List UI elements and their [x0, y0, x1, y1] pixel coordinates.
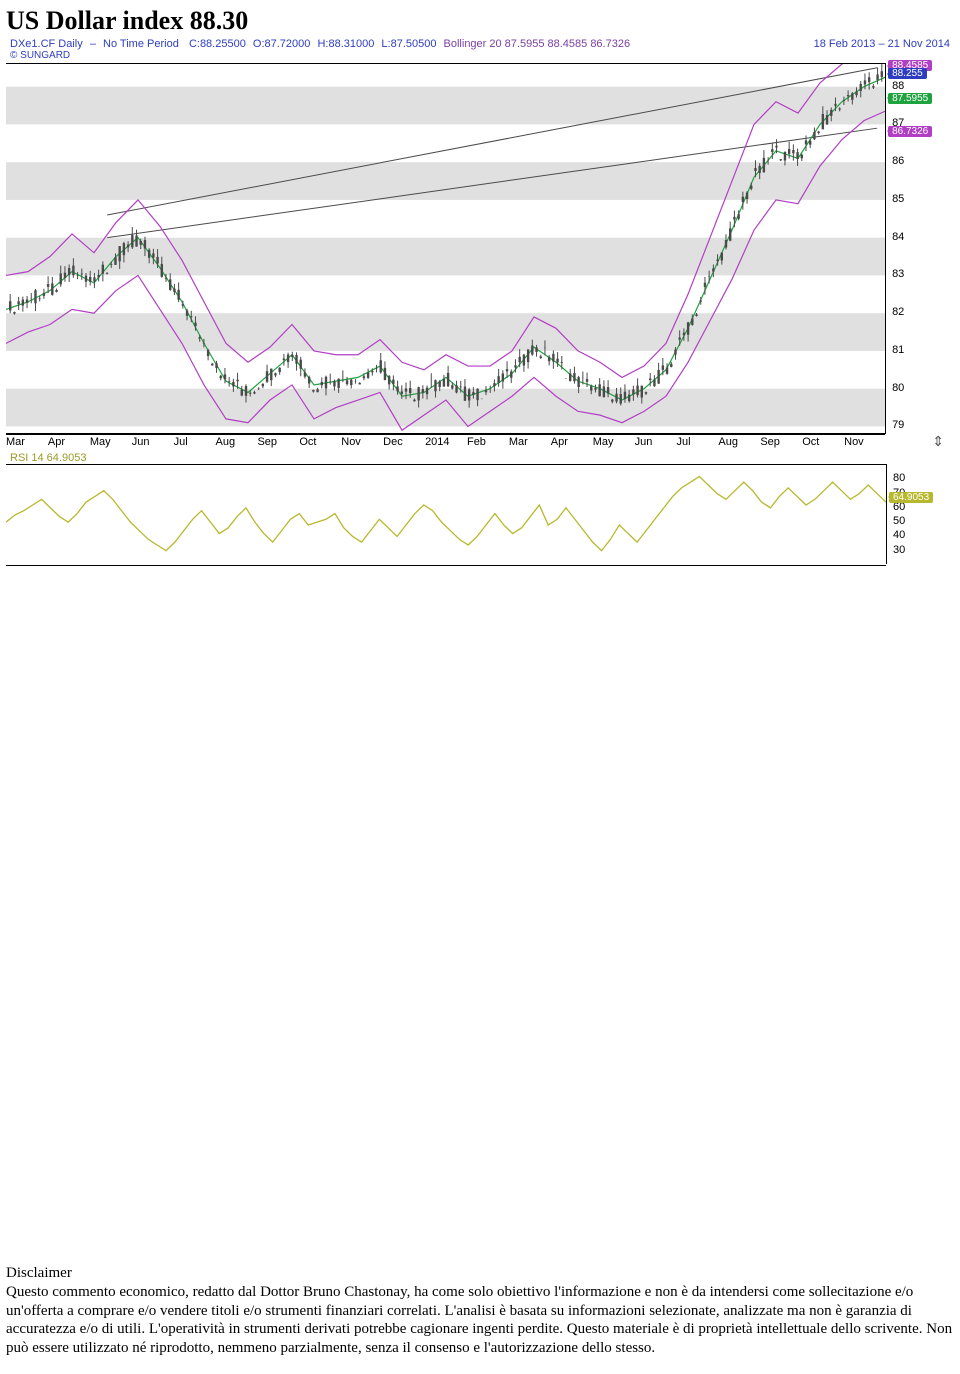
period-label: No Time Period: [103, 38, 179, 50]
x-tick: Nov: [844, 436, 886, 448]
chart-meta-left: DXe1.CF Daily – No Time Period C:88.2550…: [10, 38, 634, 50]
x-tick: Apr: [48, 436, 90, 448]
bollinger-label: Bollinger 20 87.5955 88.4585 86.7326: [444, 38, 631, 50]
price-plot[interactable]: [6, 63, 885, 435]
x-tick: Aug: [718, 436, 760, 448]
y-tick: 85: [892, 193, 904, 205]
disclaimer-heading: Disclaimer: [6, 1264, 954, 1283]
price-y-axis: 7980818283848586878888.458588.25587.5955…: [885, 63, 946, 433]
rsi-plot[interactable]: [6, 464, 886, 566]
x-tick: May: [90, 436, 132, 448]
price-badge: 86.7326: [888, 126, 932, 137]
rsi-chart-container: 30405060708064.9053: [6, 464, 946, 564]
open-label: O:87.72000: [253, 38, 311, 50]
rsi-y-tick: 30: [893, 544, 905, 556]
rsi-y-axis: 30405060708064.9053: [886, 464, 946, 564]
rsi-y-tick: 80: [893, 472, 905, 484]
date-range: 18 Feb 2013 – 21 Nov 2014: [814, 38, 950, 50]
copyright-label: © SUNGARD: [6, 50, 954, 63]
x-tick: Nov: [341, 436, 383, 448]
price-badge: 88.255: [888, 68, 927, 79]
x-tick: Jul: [174, 436, 216, 448]
y-tick: 83: [892, 268, 904, 280]
price-chart-container: 7980818283848586878888.458588.25587.5955…: [6, 63, 946, 448]
y-tick: 86: [892, 155, 904, 167]
x-tick: May: [593, 436, 635, 448]
rsi-y-tick: 40: [893, 529, 905, 541]
symbol-label: DXe1.CF Daily: [10, 38, 83, 50]
disclaimer: Disclaimer Questo commento economico, re…: [6, 1264, 954, 1358]
rsi-label: RSI 14 64.9053: [6, 448, 954, 464]
x-tick: Oct: [299, 436, 341, 448]
rsi-y-tick: 50: [893, 515, 905, 527]
x-tick: Apr: [551, 436, 593, 448]
sep: –: [90, 38, 96, 50]
disclaimer-body: Questo commento economico, redatto dal D…: [6, 1284, 952, 1356]
y-tick: 82: [892, 306, 904, 318]
rsi-badge: 64.9053: [889, 492, 933, 503]
x-tick: Oct: [802, 436, 844, 448]
chart-meta-row: DXe1.CF Daily – No Time Period C:88.2550…: [6, 38, 954, 50]
x-tick: Jun: [132, 436, 174, 448]
price-badge: 87.5955: [888, 93, 932, 104]
y-tick: 80: [892, 382, 904, 394]
scroll-icon[interactable]: ⇕: [932, 433, 944, 450]
x-tick: Dec: [383, 436, 425, 448]
x-tick: Sep: [257, 436, 299, 448]
page-title: US Dollar index 88.30: [6, 6, 954, 36]
price-x-axis: MarAprMayJunJulAugSepOctNovDec2014FebMar…: [6, 433, 886, 448]
x-tick: Jun: [635, 436, 677, 448]
y-tick: 88: [892, 80, 904, 92]
close-label: C:88.25500: [189, 38, 246, 50]
x-tick: Aug: [216, 436, 258, 448]
y-tick: 81: [892, 344, 904, 356]
x-tick: Sep: [760, 436, 802, 448]
x-tick: 2014: [425, 436, 467, 448]
x-tick: Mar: [6, 436, 48, 448]
x-tick: Feb: [467, 436, 509, 448]
low-label: L:87.50500: [381, 38, 436, 50]
y-tick: 84: [892, 231, 904, 243]
y-tick: 79: [892, 419, 904, 431]
high-label: H:88.31000: [317, 38, 374, 50]
x-tick: Jul: [677, 436, 719, 448]
x-tick: Mar: [509, 436, 551, 448]
